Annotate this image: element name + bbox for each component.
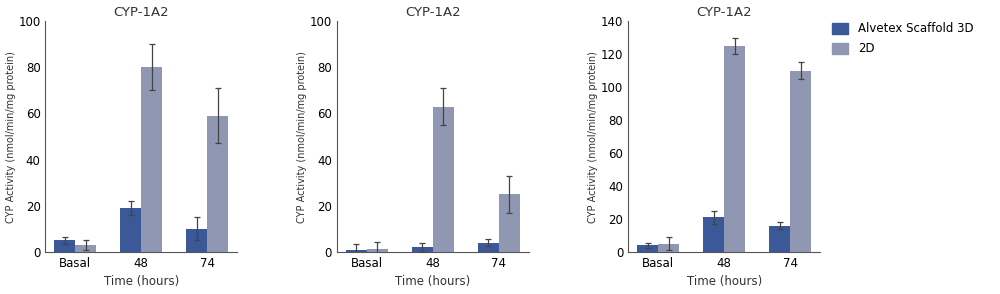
Bar xyxy=(769,225,790,252)
Bar xyxy=(724,46,745,252)
Bar xyxy=(75,245,96,252)
Bar xyxy=(141,67,162,252)
Bar xyxy=(207,116,228,252)
Bar xyxy=(478,243,499,252)
Title: CYP-1A2: CYP-1A2 xyxy=(696,6,752,19)
Bar xyxy=(367,248,388,252)
X-axis label: Time (hours): Time (hours) xyxy=(687,275,762,288)
Bar xyxy=(412,248,433,252)
Bar xyxy=(120,208,141,252)
Title: CYP-1A2: CYP-1A2 xyxy=(113,6,169,19)
Bar xyxy=(637,245,658,252)
Y-axis label: CYP Activity (nmol/min/mg protein): CYP Activity (nmol/min/mg protein) xyxy=(297,51,307,223)
Title: CYP-1A2: CYP-1A2 xyxy=(405,6,461,19)
Bar xyxy=(186,229,207,252)
Legend: Alvetex Scaffold 3D, 2D: Alvetex Scaffold 3D, 2D xyxy=(832,22,973,56)
X-axis label: Time (hours): Time (hours) xyxy=(395,275,470,288)
Bar xyxy=(433,106,454,252)
X-axis label: Time (hours): Time (hours) xyxy=(104,275,179,288)
Bar xyxy=(499,194,520,252)
Bar xyxy=(658,244,679,252)
Bar xyxy=(703,217,724,252)
Y-axis label: CYP Activity (nmol/min/mg protein): CYP Activity (nmol/min/mg protein) xyxy=(6,51,16,223)
Bar xyxy=(54,240,75,252)
Y-axis label: CYP Activity (nmol/min/mg protein): CYP Activity (nmol/min/mg protein) xyxy=(588,51,598,223)
Bar xyxy=(790,71,811,252)
Bar xyxy=(346,250,367,252)
